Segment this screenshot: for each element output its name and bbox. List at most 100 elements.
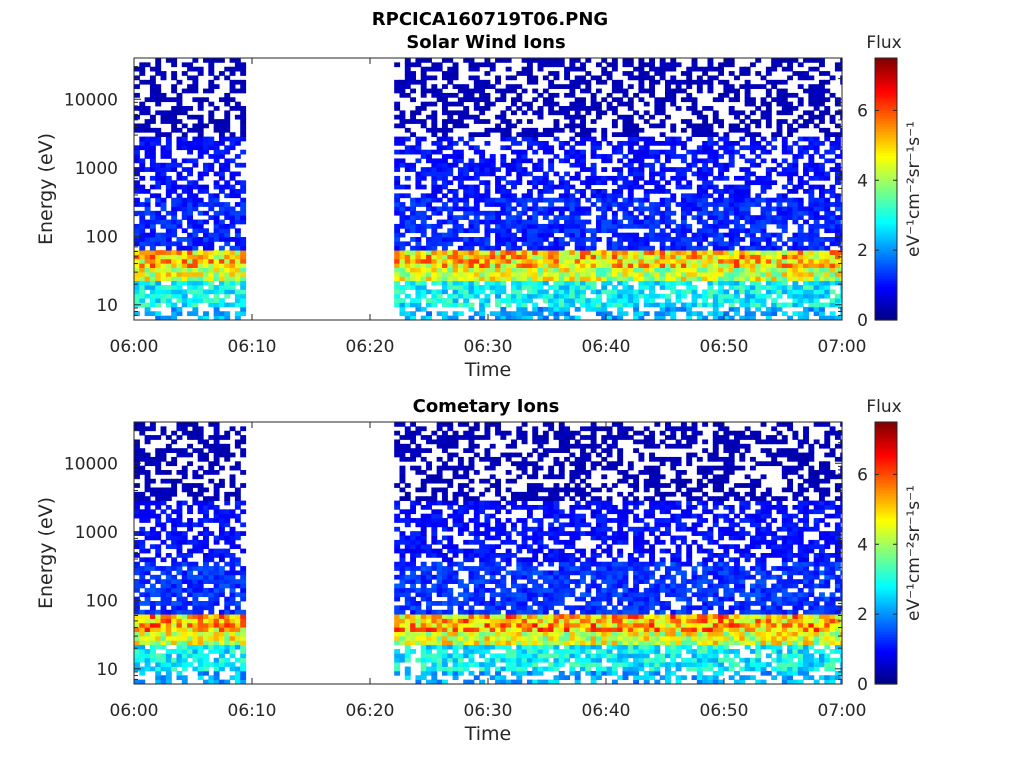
heatmap-cell	[749, 97, 756, 103]
heatmap-cell	[723, 162, 730, 168]
heatmap-cell	[155, 71, 162, 76]
heatmap-cell	[569, 101, 576, 107]
heatmap-cell	[797, 123, 804, 129]
heatmap-cell	[415, 119, 422, 124]
heatmap-cell	[787, 75, 794, 81]
heatmap-cell	[526, 158, 533, 164]
heatmap-cell	[829, 219, 836, 225]
heatmap-cell	[638, 154, 645, 159]
heatmap-cell	[192, 302, 199, 308]
heatmap-cell	[149, 487, 156, 493]
heatmap-cell	[155, 140, 162, 146]
heatmap-cell	[781, 263, 788, 268]
heatmap-cell	[479, 311, 486, 317]
heatmap-cell	[505, 171, 512, 177]
heatmap-cell	[803, 258, 809, 264]
heatmap-cell	[139, 162, 146, 168]
heatmap-cell	[803, 88, 809, 94]
heatmap-cell	[728, 263, 735, 268]
heatmap-cell	[176, 631, 183, 637]
heatmap-cell	[197, 627, 204, 632]
heatmap-cell	[511, 315, 517, 321]
heatmap-cell	[171, 430, 178, 436]
heatmap-cell	[553, 206, 560, 212]
heatmap-cell	[489, 219, 496, 225]
heatmap-cell	[171, 509, 178, 515]
heatmap-cell	[574, 162, 581, 168]
heatmap-cell	[234, 311, 241, 317]
heatmap-cell	[415, 145, 422, 151]
heatmap-cell	[197, 189, 204, 194]
heatmap-cell	[155, 241, 162, 247]
heatmap-cell	[203, 162, 209, 168]
colorbar-segment	[875, 162, 897, 167]
heatmap-cell	[765, 110, 772, 116]
heatmap-cell	[665, 306, 671, 312]
heatmap-cell	[734, 298, 740, 303]
heatmap-cell	[611, 193, 618, 199]
heatmap-cell	[649, 75, 655, 81]
heatmap-cell	[484, 171, 491, 177]
heatmap-cell	[840, 293, 843, 299]
heatmap-cell	[165, 662, 172, 667]
heatmap-cell	[415, 293, 422, 299]
heatmap-cell	[765, 293, 772, 299]
heatmap-cell	[723, 271, 730, 277]
heatmap-cell	[728, 62, 735, 68]
heatmap-cell	[622, 285, 629, 290]
heatmap-cell	[564, 258, 571, 264]
heatmap-cell	[149, 622, 156, 628]
heatmap-cell	[208, 215, 215, 220]
heatmap-cell	[181, 653, 188, 659]
heatmap-cell	[643, 215, 650, 220]
heatmap-cell	[197, 237, 204, 242]
heatmap-cell	[441, 175, 448, 181]
heatmap-cell	[495, 254, 501, 260]
heatmap-cell	[675, 306, 682, 312]
heatmap-cell	[394, 237, 401, 242]
heatmap-cell	[479, 250, 486, 255]
heatmap-cell	[420, 306, 427, 312]
heatmap-cell	[670, 280, 677, 286]
heatmap-cell	[134, 75, 140, 81]
heatmap-cell	[601, 154, 608, 159]
heatmap-cell	[606, 267, 613, 273]
heatmap-cell	[548, 110, 555, 116]
heatmap-cell	[224, 66, 231, 72]
heatmap-cell	[229, 97, 236, 103]
heatmap-cell	[229, 289, 236, 295]
heatmap-cell	[192, 614, 199, 619]
heatmap-cell	[155, 491, 162, 497]
heatmap-cell	[203, 657, 209, 663]
heatmap-cell	[771, 215, 778, 220]
heatmap-cell	[479, 171, 486, 177]
heatmap-cell	[457, 228, 464, 234]
heatmap-cell	[723, 311, 730, 317]
heatmap-cell	[473, 97, 480, 103]
heatmap-cell	[643, 180, 650, 186]
heatmap-cell	[691, 206, 698, 212]
heatmap-cell	[224, 267, 231, 273]
heatmap-cell	[803, 263, 809, 268]
heatmap-cell	[712, 114, 719, 120]
heatmap-cell	[181, 197, 188, 203]
heatmap-cell	[203, 145, 209, 151]
heatmap-cell	[643, 298, 650, 303]
heatmap-cell	[739, 189, 746, 194]
heatmap-cell	[516, 119, 523, 124]
heatmap-cell	[739, 175, 746, 181]
heatmap-cell	[771, 267, 778, 273]
heatmap-cell	[463, 271, 470, 277]
heatmap-cell	[680, 232, 687, 238]
heatmap-cell	[558, 62, 565, 68]
heatmap-cell	[155, 618, 162, 624]
heatmap-cell	[744, 193, 751, 199]
heatmap-cell	[160, 298, 167, 303]
heatmap-cell	[707, 210, 714, 216]
heatmap-cell	[718, 197, 725, 203]
colorbar-segment	[875, 225, 897, 229]
heatmap-cell	[617, 140, 624, 146]
heatmap-cell	[617, 263, 624, 268]
heatmap-cell	[723, 298, 730, 303]
